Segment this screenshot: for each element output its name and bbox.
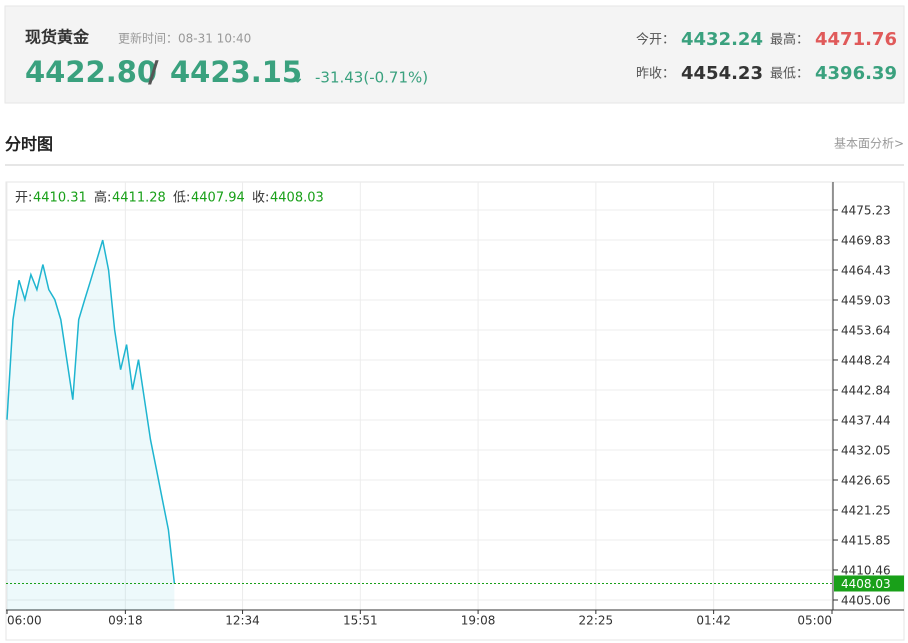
arrow: ↓: [291, 68, 304, 87]
title: 现货黄金: [25, 28, 90, 47]
y-tick-label: 4437.44: [841, 414, 891, 428]
stat-value: 4396.39: [815, 63, 897, 84]
ohlc-value: 4408.03: [270, 191, 324, 206]
y-tick-label: 4459.03: [841, 294, 891, 308]
ohlc-label: 低:: [173, 191, 190, 206]
stat-label: 最低：: [770, 67, 809, 82]
y-tick-label: 4405.06: [841, 593, 891, 607]
y-tick-label: 4421.25: [841, 504, 891, 518]
x-tick-label: 05:00: [797, 614, 832, 628]
stat-label: 最高：: [770, 32, 809, 48]
stat-label: 昨收：: [636, 67, 675, 82]
x-tick-label: 01:42: [696, 614, 731, 628]
x-tick-label: 22:25: [579, 614, 614, 628]
ohlc-label: 高:: [94, 190, 111, 206]
x-tick-label: 09:18: [108, 614, 143, 628]
update-time: 更新时间：08-31 10:40: [118, 31, 251, 46]
x-tick-label: 15:51: [343, 614, 378, 628]
y-tick-label: 4410.46: [841, 563, 891, 577]
y-tick-label: 4469.83: [841, 233, 891, 247]
y-tick-label: 4475.23: [841, 203, 891, 217]
ohlc-label: 收:: [252, 191, 269, 206]
price-line: [6, 239, 176, 584]
stat-value: 4432.24: [681, 29, 763, 50]
y-tick-label: 4426.65: [841, 473, 891, 487]
bid: 4422.80: [25, 55, 157, 89]
ohlc-label: 开:: [15, 191, 32, 206]
change: -31.43(-0.71%): [315, 69, 428, 87]
chart-frame: [5, 181, 905, 641]
last-price-label: 4408.03: [841, 577, 891, 591]
y-tick-label: 4464.43: [841, 263, 891, 277]
y-tick-label: 4453.64: [841, 323, 891, 337]
ohlc-value: 4407.94: [191, 191, 245, 206]
stat-value: 4471.76: [815, 29, 897, 50]
stat-value: 4454.23: [681, 63, 763, 84]
ask: 4423.15: [170, 55, 302, 89]
x-tick-label: 19:08: [461, 614, 496, 628]
header-panel: [4, 5, 905, 104]
stat-label: 今开：: [636, 32, 675, 48]
ohlc-value: 4411.28: [112, 191, 166, 206]
analysis-link[interactable]: 基本面分析>: [834, 137, 904, 151]
ohlc-value: 4410.31: [33, 191, 87, 206]
y-tick-label: 4432.05: [841, 443, 891, 457]
x-tick-label: 12:34: [225, 614, 260, 628]
area-fill: [7, 240, 175, 610]
separator: /: [148, 55, 159, 89]
y-tick-label: 4442.84: [841, 383, 891, 397]
y-tick-label: 4415.85: [841, 534, 891, 548]
y-tick-label: 4448.24: [841, 353, 891, 367]
x-tick-label: 06:00: [7, 614, 42, 628]
section-title: 分时图: [5, 135, 53, 154]
last-price-box: [834, 575, 904, 592]
